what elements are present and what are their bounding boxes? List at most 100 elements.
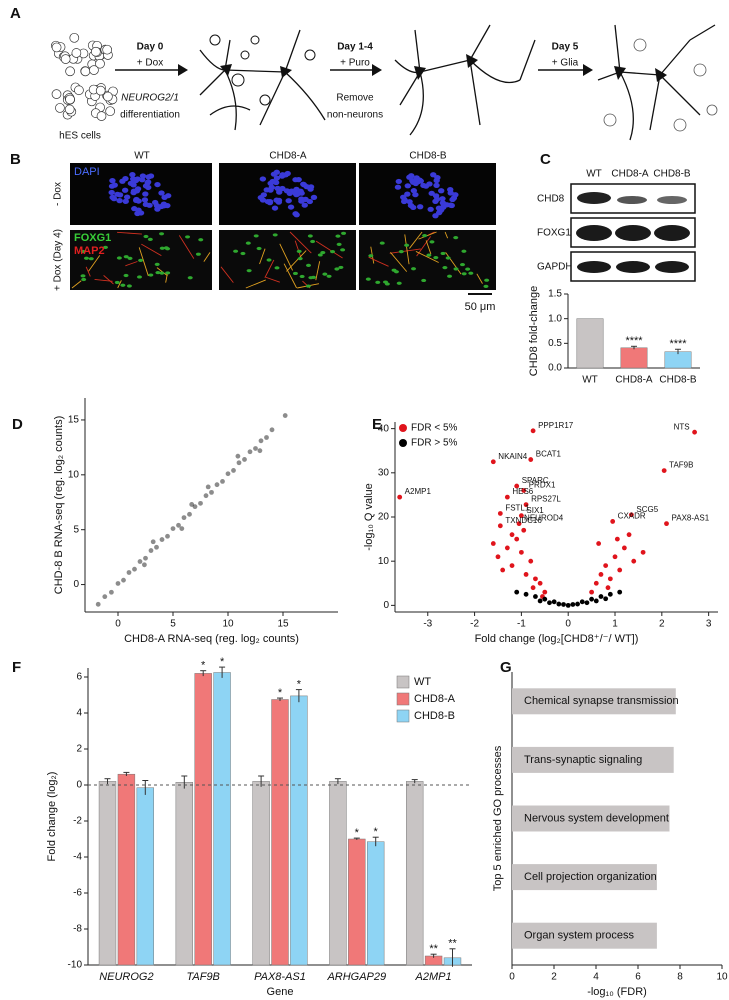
nucleus xyxy=(433,182,440,188)
point xyxy=(509,563,515,569)
cell-body xyxy=(233,249,239,253)
point xyxy=(205,484,211,490)
nucleus xyxy=(412,178,420,184)
nucleus xyxy=(122,176,129,182)
nucleus xyxy=(271,205,279,211)
point xyxy=(516,521,522,527)
point xyxy=(593,598,599,604)
y-axis-label: Top 5 enriched GO processes xyxy=(492,745,504,891)
point xyxy=(497,523,503,529)
bar xyxy=(512,922,657,949)
point-label: CXADR xyxy=(618,512,646,521)
bar xyxy=(329,781,347,966)
y-tick-label: 0 xyxy=(73,579,79,590)
neurite xyxy=(117,280,122,289)
point xyxy=(607,591,613,597)
point xyxy=(236,460,242,466)
cell xyxy=(96,111,107,121)
x-tick-label: 15 xyxy=(277,619,289,630)
cell-body xyxy=(398,250,404,254)
point xyxy=(640,549,646,555)
micrograph xyxy=(359,163,496,225)
point xyxy=(264,435,269,440)
neurite xyxy=(315,240,343,259)
point xyxy=(504,545,510,551)
cell-body xyxy=(311,275,317,280)
point xyxy=(575,601,580,607)
cell-body xyxy=(326,274,332,278)
cell-body xyxy=(384,282,390,286)
point xyxy=(397,494,403,500)
significance: **** xyxy=(669,338,687,350)
row-label: + Dox (Day 4) xyxy=(53,229,64,291)
step-note: non-neurons xyxy=(327,110,383,121)
point xyxy=(521,527,527,533)
significance: * xyxy=(297,679,302,691)
cell-body xyxy=(159,232,165,236)
x-tick-label: PAX8-AS1 xyxy=(254,971,306,983)
neurite xyxy=(141,243,162,257)
point xyxy=(518,549,524,555)
neurite xyxy=(409,231,423,249)
point-label: SIX1 xyxy=(526,506,544,515)
point xyxy=(514,483,520,489)
nucleus xyxy=(274,185,281,191)
neurite xyxy=(283,263,297,289)
point-label: A2MP1 xyxy=(405,487,432,496)
cell-body xyxy=(127,256,133,260)
step-action: + Dox xyxy=(137,58,163,69)
point xyxy=(614,536,620,542)
nucleus xyxy=(142,201,150,208)
neurite xyxy=(476,273,483,284)
y-tick-label: 0.0 xyxy=(548,363,562,374)
cell xyxy=(60,54,71,64)
nucleus xyxy=(435,210,443,216)
point xyxy=(179,526,185,531)
nucleus xyxy=(439,196,446,202)
x-axis-label: Gene xyxy=(267,986,294,998)
nucleus xyxy=(300,181,308,188)
y-tick-label: 15 xyxy=(68,415,80,426)
point xyxy=(603,596,609,602)
cell-body xyxy=(340,248,346,252)
point xyxy=(214,482,220,488)
neurite xyxy=(294,240,302,259)
neurite xyxy=(71,280,82,289)
nucleus xyxy=(147,173,155,179)
cell-body xyxy=(195,252,201,256)
cell-body xyxy=(88,257,94,261)
cell xyxy=(91,46,101,57)
point xyxy=(570,602,576,607)
significance: * xyxy=(355,827,360,839)
point xyxy=(187,511,192,517)
point xyxy=(159,537,165,542)
step-action: + Puro xyxy=(340,58,370,69)
legend-label: CHD8-B xyxy=(414,710,455,722)
row-label: - Dox xyxy=(53,182,64,206)
bar-label: Chemical synapse transmission xyxy=(524,695,679,707)
neurons xyxy=(199,24,718,141)
nucleus xyxy=(307,184,315,190)
point xyxy=(490,541,496,546)
bar xyxy=(512,864,657,891)
cell-body xyxy=(123,255,129,259)
point xyxy=(225,471,231,477)
point xyxy=(661,468,667,474)
bar xyxy=(620,347,648,369)
point xyxy=(137,559,143,564)
cell-body xyxy=(336,242,342,246)
nucleus xyxy=(416,204,424,210)
point-label: NTS xyxy=(674,422,690,431)
bar xyxy=(117,773,136,966)
x-tick-label: NEUROG2 xyxy=(99,971,153,983)
point xyxy=(509,532,515,538)
cell xyxy=(65,66,75,77)
point xyxy=(533,576,538,582)
cell-body xyxy=(320,250,326,255)
cell-body xyxy=(338,265,344,270)
point xyxy=(95,601,101,607)
cell-body xyxy=(253,234,259,238)
cell-body xyxy=(460,262,466,267)
legend-label: FDR < 5% xyxy=(411,423,458,434)
cell xyxy=(51,42,62,53)
